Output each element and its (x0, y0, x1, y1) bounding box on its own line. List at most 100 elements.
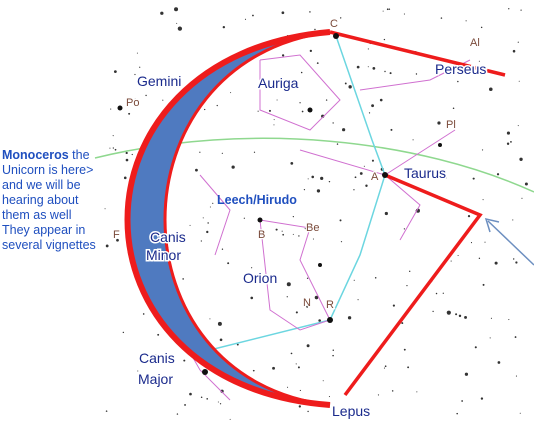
star (274, 119, 275, 120)
star (341, 241, 342, 242)
star (212, 203, 213, 204)
constellation-label: Major (138, 371, 173, 387)
constellation-label: Canis (150, 229, 186, 245)
star (458, 255, 459, 256)
star (483, 284, 485, 286)
star (518, 125, 519, 126)
star-label: B (258, 229, 265, 241)
star (106, 410, 108, 412)
star (387, 8, 389, 10)
star (384, 39, 385, 40)
star (481, 397, 483, 399)
star (132, 154, 133, 155)
star (409, 271, 410, 272)
star (390, 72, 392, 74)
star (520, 10, 521, 11)
star (282, 54, 284, 56)
star (250, 297, 253, 300)
star (227, 262, 229, 264)
star (201, 397, 203, 399)
constellation-label: Taurus (404, 165, 446, 181)
star (160, 12, 163, 15)
star (282, 231, 283, 232)
star (218, 402, 219, 403)
annotation: Monoceros the Unicorn is here> and we wi… (2, 148, 130, 253)
star-label: Al (470, 37, 480, 49)
star (302, 111, 304, 113)
constellation-lines (180, 55, 470, 400)
star (355, 176, 357, 178)
star (137, 53, 138, 54)
star (134, 74, 135, 75)
star (287, 387, 288, 388)
star (174, 7, 178, 11)
star (318, 319, 321, 322)
star (340, 219, 342, 221)
star (332, 355, 334, 357)
star (475, 346, 477, 348)
star (515, 336, 517, 338)
annotation-line: the (72, 148, 89, 162)
star (490, 337, 491, 338)
star (457, 81, 459, 83)
star (489, 87, 493, 91)
constellation-label: Auriga (258, 75, 299, 91)
star (507, 132, 510, 135)
star (404, 228, 405, 229)
star (177, 413, 178, 414)
star (389, 8, 390, 9)
star (139, 67, 140, 68)
star (298, 366, 300, 368)
star (510, 141, 512, 143)
star (184, 404, 186, 406)
star (110, 109, 111, 110)
star (507, 143, 509, 145)
star (145, 95, 146, 96)
star (404, 13, 405, 14)
star (323, 380, 324, 381)
star (436, 293, 438, 295)
star (471, 242, 472, 243)
star (178, 26, 182, 30)
star (354, 280, 355, 281)
star (516, 376, 517, 377)
annotation-line: them as well (2, 208, 71, 222)
star (473, 178, 475, 180)
star-label: Po (126, 97, 139, 109)
star (218, 322, 222, 326)
star (182, 278, 184, 280)
star (189, 393, 192, 396)
star (357, 66, 360, 69)
star (307, 278, 308, 279)
star (143, 313, 145, 315)
star (482, 149, 483, 150)
star (333, 122, 334, 123)
star (508, 319, 509, 320)
star (329, 396, 330, 397)
star (441, 17, 442, 18)
star (380, 99, 383, 102)
star (230, 419, 231, 420)
star (406, 285, 407, 286)
star (296, 363, 297, 364)
star (162, 100, 163, 101)
star (416, 73, 417, 74)
star (258, 111, 259, 112)
star (217, 105, 218, 106)
star (282, 234, 284, 236)
star (497, 173, 499, 175)
star (253, 370, 255, 372)
star (512, 219, 513, 220)
star (290, 162, 293, 165)
star (245, 19, 246, 20)
constellation-label: Canis (139, 350, 175, 366)
star (307, 344, 310, 347)
star-label: N (303, 297, 311, 309)
star (176, 23, 177, 24)
star-label: C (330, 18, 338, 30)
constellation-label: Lepus (332, 403, 370, 419)
star (251, 267, 252, 268)
star (390, 129, 392, 131)
constellation-label: Minor (146, 247, 181, 263)
star (307, 411, 308, 412)
